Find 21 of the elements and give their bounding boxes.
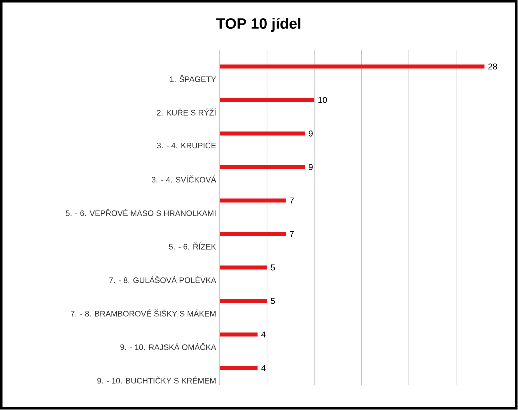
data-label: 9 — [308, 130, 313, 137]
bar — [220, 64, 485, 69]
bar — [220, 98, 315, 102]
chart-title: TOP 10 jídel — [216, 18, 301, 32]
bar — [220, 165, 306, 170]
bar — [220, 198, 286, 203]
bar — [220, 366, 258, 370]
data-label: 4 — [262, 365, 266, 372]
bar — [220, 266, 268, 270]
data-label: 10 — [318, 97, 328, 104]
bar — [220, 332, 258, 337]
bar — [220, 132, 306, 136]
data-label: 7 — [290, 198, 294, 204]
data-label: 4 — [262, 332, 266, 338]
data-label: 7 — [290, 231, 294, 238]
bar — [220, 232, 286, 236]
data-label: 9 — [308, 164, 313, 170]
data-label: 28 — [488, 64, 498, 70]
bar — [220, 299, 268, 304]
data-label: 5 — [271, 264, 276, 271]
data-label: 5 — [271, 298, 276, 304]
